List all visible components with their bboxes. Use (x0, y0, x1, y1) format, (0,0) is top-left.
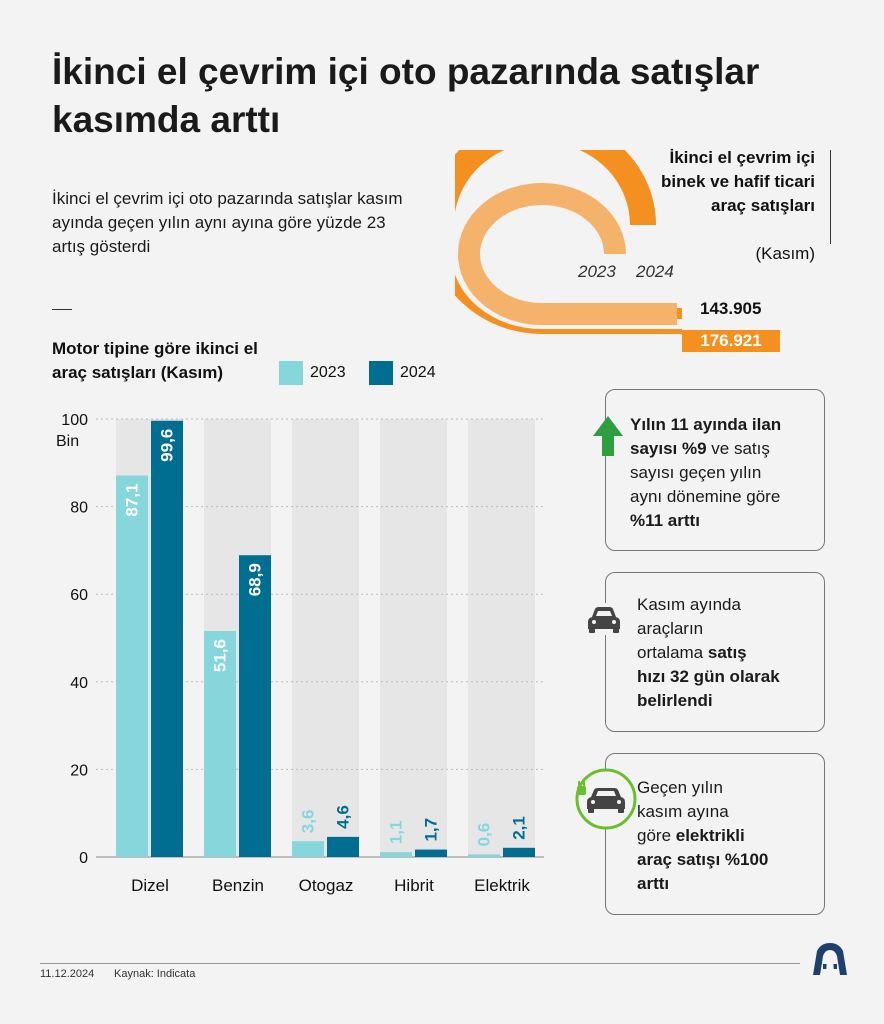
info-line: belirlendi (637, 689, 822, 713)
y-tick-label: 40 (70, 675, 88, 692)
x-category-label: Elektrik (474, 876, 530, 895)
info-text-electric: Geçen yılın kasım ayına göre elektrikli ara… (637, 776, 822, 896)
x-category-label: Dizel (131, 876, 169, 895)
bar-data-label: 1,7 (422, 818, 441, 842)
info-text-bold: arttı (637, 874, 670, 893)
x-category-label: Otogaz (299, 876, 354, 895)
info-line: hızı 32 gün olarak (637, 665, 822, 689)
bar-2023-hibrit (380, 852, 412, 857)
info-line: %11 arttı (630, 509, 825, 533)
footer-source: Kaynak: Indicata (114, 968, 196, 980)
bar-2023-dizel (116, 475, 148, 857)
chart-title: Motor tipine göre ikinci el araç satışla… (52, 339, 258, 382)
info-text-regular: sayısı geçen yılın (630, 463, 762, 482)
category-background (468, 419, 535, 857)
info-line: sayısı %9 ve satış (630, 437, 825, 461)
info-text-bold: belirlendi (637, 691, 713, 710)
y-tick-label: 60 (70, 587, 88, 604)
y-tick-label: 100 (61, 412, 88, 429)
bar-data-label: 1,1 (387, 821, 406, 845)
info-line: araçların (637, 617, 822, 641)
bar-data-label: 87,1 (123, 484, 142, 517)
info-text-bold: hızı 32 gün olarak (637, 667, 780, 686)
y-axis-unit: Bin (56, 433, 79, 450)
info-text-bold: sayısı %9 (630, 439, 707, 458)
info-text-regular: ve satış (706, 439, 770, 458)
info-line: sayısı geçen yılın (630, 461, 825, 485)
footer-date: 11.12.2024 (40, 968, 95, 980)
info-line: Yılın 11 ayında ilan (630, 413, 825, 437)
info-line: arttı (637, 872, 822, 896)
bar-2023-otogaz (292, 841, 324, 857)
arc-title: İkinci el çevrim içi binek ve hafif tica… (661, 148, 815, 215)
info-text-regular: ortalama (637, 643, 708, 662)
bar-data-label: 2,1 (510, 816, 529, 840)
electric-car-icon (575, 768, 637, 830)
info-text-regular: göre (637, 826, 676, 845)
info-text-bold: satış (707, 643, 747, 662)
info-line: araç satışı %100 (637, 848, 822, 872)
bar-2023-benzin (204, 630, 236, 857)
bar-2024-otogaz (327, 836, 359, 857)
info-text-bold: %11 arttı (630, 511, 700, 530)
bar-2024-dizel (151, 420, 183, 857)
bar-2024-elektrik (503, 847, 535, 857)
arc-value-2023: 143.905 (700, 299, 762, 318)
info-line: göre elektrikli (637, 824, 822, 848)
bar-data-label: 3,6 (299, 810, 318, 834)
info-text-regular: kasım ayına (637, 802, 729, 821)
info-text-regular: Kasım ayında (637, 595, 741, 614)
info-line: ortalama satış (637, 641, 822, 665)
arc-divider (830, 150, 831, 244)
footer-divider (40, 963, 800, 964)
bar-data-label: 0,6 (475, 823, 494, 847)
page-subtitle: İkinci el çevrim içi oto pazarında satış… (52, 189, 403, 256)
bar-chart: 0 20 40 60 80 100 Bin 87,1 99,6 Dizel 51,6 68,9 Benz… (56, 412, 544, 895)
legend-swatch-2024 (369, 361, 393, 385)
category-background (380, 419, 447, 857)
info-line: Kasım ayında (637, 593, 822, 617)
bar-2024-hibrit (415, 849, 447, 857)
info-line: aynı dönemine göre (630, 485, 825, 509)
arc-subtitle: (Kasım) (755, 244, 816, 263)
legend-swatch-2023 (279, 361, 303, 385)
legend-label-2023: 2023 (310, 364, 346, 381)
info-text-bold: elektrikli (675, 826, 745, 845)
category-background (292, 419, 359, 857)
x-category-label: Hibrit (394, 876, 434, 895)
bar-2024-benzin (239, 555, 271, 857)
info-box-listings: Yılın 11 ayında ilan sayısı %9 ve satış sa… (593, 389, 825, 551)
bar-data-label: 99,6 (158, 429, 177, 462)
bar-data-label: 4,6 (334, 805, 353, 829)
info-box-speed: Kasım ayında araçların ortalama satış hızı … (584, 572, 825, 732)
y-tick-label: 0 (79, 850, 88, 867)
page-title: İkinci el çevrim içi oto pazarında satış… (52, 51, 760, 140)
aa-logo (813, 943, 847, 975)
x-category-label: Benzin (212, 876, 264, 895)
info-text-speed: Kasım ayında araçların ortalama satış hızı … (637, 593, 822, 713)
arrow-up-icon (593, 416, 623, 456)
info-text-regular: araçların (637, 619, 704, 638)
legend-label-2024: 2024 (400, 364, 436, 381)
arc-2023 (458, 183, 677, 325)
divider (52, 309, 72, 310)
y-tick-label: 20 (70, 762, 88, 779)
bar-2023-elektrik (468, 854, 500, 857)
info-box-electric: Geçen yılın kasım ayına göre elektrikli ara… (575, 753, 825, 915)
info-text-bold: araç satışı %100 (637, 850, 769, 869)
bar-data-label: 68,9 (246, 563, 265, 596)
y-tick-label: 80 (70, 500, 88, 517)
arc-year-2024: 2024 (636, 262, 674, 281)
bar-data-label: 51,6 (211, 639, 230, 672)
info-line: Geçen yılın (637, 776, 822, 800)
info-text-regular: aynı dönemine göre (630, 487, 781, 506)
car-icon (584, 603, 624, 635)
arc-value-2024: 176.921 (682, 330, 780, 352)
info-text-regular: Geçen yılın (637, 778, 723, 797)
arc-year-2023: 2023 (578, 262, 616, 281)
sales-arc-graphic (455, 150, 682, 334)
info-text-listings: Yılın 11 ayında ilan sayısı %9 ve satış sa… (630, 413, 825, 533)
info-line: kasım ayına (637, 800, 822, 824)
info-text-bold: Yılın 11 ayında ilan (630, 415, 782, 434)
